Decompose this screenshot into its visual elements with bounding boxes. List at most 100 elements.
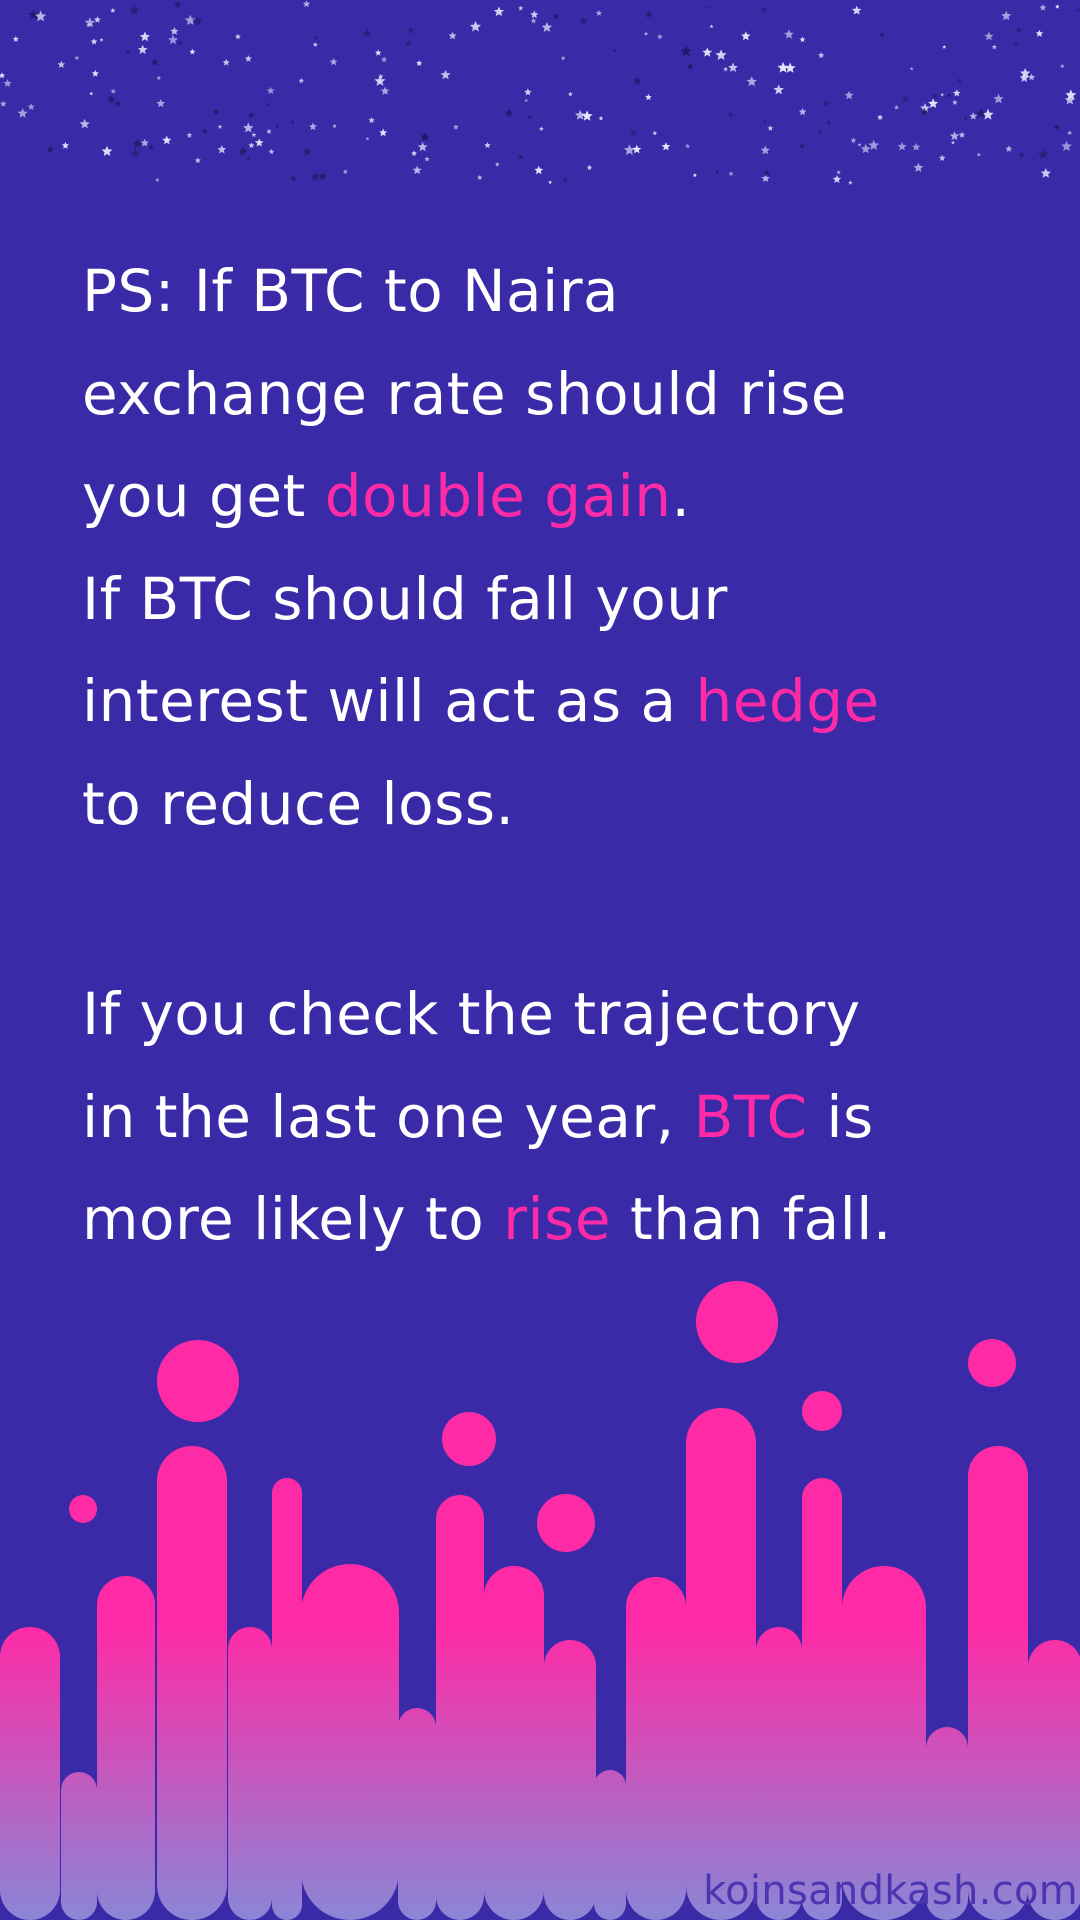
column xyxy=(626,1577,686,1920)
text-segment: interest will act as a xyxy=(82,667,695,735)
star-icon xyxy=(768,125,774,130)
bubble xyxy=(802,1391,842,1431)
text-line: more likely to rise than fall. xyxy=(82,1168,1012,1271)
star-icon xyxy=(662,142,671,150)
column xyxy=(272,1478,302,1920)
star-icon xyxy=(405,40,412,46)
text-segment: than fall. xyxy=(611,1185,892,1253)
column xyxy=(594,1770,626,1920)
star-icon xyxy=(177,40,182,45)
star-icon xyxy=(332,124,336,128)
star-icon xyxy=(441,70,451,80)
star-icon xyxy=(1067,130,1072,135)
text-segment: more likely to xyxy=(82,1185,503,1253)
star-icon xyxy=(243,123,254,133)
star-icon xyxy=(942,45,946,49)
star-icon xyxy=(58,61,66,68)
star-icon xyxy=(1054,124,1060,129)
text-line: If BTC should fall your xyxy=(82,548,1012,651)
star-icon xyxy=(518,154,523,159)
website-watermark: koinsandkash.com xyxy=(703,1868,1078,1914)
star-icon xyxy=(939,155,946,161)
text-line: you get double gain. xyxy=(82,445,1012,548)
star-icon xyxy=(1028,73,1035,80)
star-icon xyxy=(898,142,907,151)
star-icon xyxy=(130,148,141,158)
star-icon xyxy=(524,98,528,102)
star-icon xyxy=(189,49,195,55)
star-icon xyxy=(833,175,842,183)
star-icon xyxy=(157,76,162,80)
star-icon xyxy=(110,88,116,93)
highlight-rise: rise xyxy=(503,1185,611,1253)
star-icon xyxy=(202,128,208,133)
star-icon xyxy=(552,13,559,19)
star-icon xyxy=(534,166,543,175)
text-line: to reduce loss. xyxy=(82,753,1012,856)
star-icon xyxy=(850,137,856,143)
star-icon xyxy=(168,35,178,45)
highlight-double-gain: double gain xyxy=(325,462,672,530)
star-icon xyxy=(381,87,390,95)
star-icon xyxy=(186,132,192,138)
bubble xyxy=(968,1339,1016,1387)
star-icon xyxy=(542,22,552,32)
star-icon xyxy=(530,10,538,18)
column xyxy=(436,1495,484,1920)
star-icon xyxy=(858,143,862,147)
text-segment: is xyxy=(807,1083,873,1151)
star-icon xyxy=(1036,30,1043,37)
star-icon xyxy=(1060,64,1064,68)
star-icon xyxy=(561,56,566,60)
star-icon xyxy=(624,144,635,155)
star-icon xyxy=(125,48,131,54)
star-icon xyxy=(343,169,348,174)
star-icon xyxy=(110,8,115,13)
star-icon xyxy=(977,152,981,156)
star-icon xyxy=(596,10,602,16)
text-segment: you get xyxy=(82,462,325,530)
star-icon xyxy=(848,180,853,184)
text-segment: . xyxy=(672,462,691,530)
star-icon xyxy=(255,138,264,146)
star-icon xyxy=(368,117,374,123)
star-icon xyxy=(318,172,326,180)
star-icon xyxy=(375,50,381,56)
column xyxy=(0,1627,60,1920)
star-icon xyxy=(894,105,899,110)
star-icon xyxy=(773,84,783,94)
column xyxy=(301,1564,399,1920)
star-icon xyxy=(148,144,154,150)
star-icon xyxy=(685,143,690,148)
star-icon xyxy=(114,100,121,107)
star-icon xyxy=(0,72,5,78)
star-icon xyxy=(953,89,961,96)
star-icon xyxy=(518,6,523,11)
star-icon xyxy=(861,144,871,153)
star-icon xyxy=(248,112,254,118)
star-icon xyxy=(852,5,862,14)
star-icon xyxy=(747,76,758,86)
star-icon xyxy=(363,29,372,38)
star-icon xyxy=(299,78,305,83)
star-icon xyxy=(817,129,822,134)
column xyxy=(802,1478,842,1920)
star-icon xyxy=(330,58,338,65)
star-icon xyxy=(952,100,958,105)
star-icon xyxy=(505,109,514,118)
star-icon xyxy=(969,112,977,119)
star-icon xyxy=(223,59,230,66)
star-icon xyxy=(710,24,714,28)
star-icon xyxy=(653,131,658,135)
star-icon xyxy=(728,171,733,176)
star-icon xyxy=(275,124,280,129)
star-icon xyxy=(877,114,883,120)
star-icon xyxy=(705,6,709,10)
star-icon xyxy=(424,156,429,161)
bubble xyxy=(442,1412,496,1466)
column xyxy=(686,1408,756,1920)
star-icon xyxy=(524,88,531,95)
star-icon xyxy=(868,140,879,150)
star-icon xyxy=(495,162,500,166)
star-icon xyxy=(311,172,321,181)
